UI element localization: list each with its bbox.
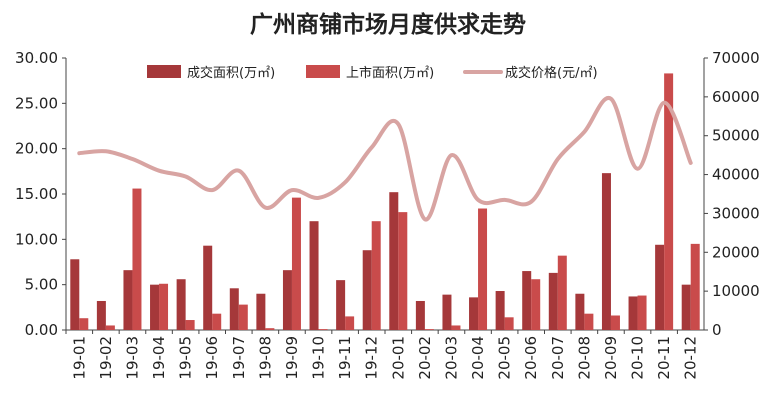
bar-listed-area xyxy=(345,316,354,330)
bar-listed-area xyxy=(451,325,460,330)
bar-transaction-area xyxy=(283,270,292,330)
bar-listed-area xyxy=(584,314,593,330)
price-line-path xyxy=(79,98,690,220)
legend: 成交面积(万㎡) 上市面积(万㎡) 成交价格(元/㎡) xyxy=(147,65,598,81)
x-tick-label: 19-01 xyxy=(70,336,88,380)
bar-listed-area xyxy=(106,325,115,330)
x-tick-label: 19-10 xyxy=(310,336,328,380)
x-tick-label: 19-12 xyxy=(363,336,381,380)
y-right-tick-label: 0 xyxy=(712,321,722,339)
y-right-tick-label: 10000 xyxy=(712,282,760,300)
bar-transaction-area xyxy=(203,246,212,330)
bar-transaction-area xyxy=(655,245,664,330)
x-tick-label: 20-04 xyxy=(469,336,487,380)
x-tick-label: 20-07 xyxy=(549,336,567,380)
bar-listed-area xyxy=(638,296,647,330)
x-tick-label: 19-11 xyxy=(336,336,354,380)
bar-transaction-area xyxy=(363,250,372,330)
bar-listed-area xyxy=(531,279,540,330)
bar-listed-area xyxy=(319,329,328,330)
chart-title: 广州商铺市场月度供求走势 xyxy=(250,11,526,38)
bar-listed-area xyxy=(558,256,567,330)
bar-transaction-area xyxy=(150,285,159,330)
bar-listed-area xyxy=(132,189,141,330)
legend-label: 成交面积(万㎡) xyxy=(187,65,275,81)
bar-transaction-area xyxy=(442,295,451,330)
y-left-tick-label: 5.00 xyxy=(25,276,58,294)
x-tick-label: 19-09 xyxy=(283,336,301,380)
bar-transaction-area xyxy=(177,279,186,330)
bar-transaction-area xyxy=(522,271,531,330)
x-tick-label: 20-10 xyxy=(629,336,647,380)
y-right-tick-label: 70000 xyxy=(712,49,760,67)
bar-listed-area xyxy=(505,317,514,330)
x-tick-label: 20-11 xyxy=(655,336,673,380)
bar-listed-area xyxy=(212,314,221,330)
x-tick-label: 19-08 xyxy=(256,336,274,380)
bar-transaction-area xyxy=(629,296,638,330)
x-tick-label: 20-05 xyxy=(496,336,514,380)
bar-transaction-area xyxy=(70,259,79,330)
bar-listed-area xyxy=(478,209,487,330)
y-left-tick-label: 20.00 xyxy=(15,140,58,158)
bar-transaction-area xyxy=(416,301,425,330)
x-tick-label: 19-06 xyxy=(203,336,221,380)
x-tick-label: 19-02 xyxy=(97,336,115,380)
y-right-tick-label: 60000 xyxy=(712,88,760,106)
x-tick-label: 20-12 xyxy=(682,336,700,380)
y-left-tick-label: 15.00 xyxy=(15,185,58,203)
x-tick-label: 20-01 xyxy=(389,336,407,380)
y-left-tick-label: 30.00 xyxy=(15,49,58,67)
bar-listed-area xyxy=(372,221,381,330)
x-tick-label: 20-08 xyxy=(575,336,593,380)
bar-transaction-area xyxy=(310,221,319,330)
bar-transaction-area xyxy=(496,291,505,330)
bar-transaction-area xyxy=(336,280,345,330)
bar-listed-area xyxy=(159,284,168,330)
legend-label: 上市面积(万㎡) xyxy=(346,65,434,81)
x-tick-label: 20-03 xyxy=(442,336,460,380)
legend-swatch xyxy=(147,65,181,78)
bar-transaction-area xyxy=(682,285,691,330)
bar-listed-area xyxy=(292,198,301,330)
y-left-tick-label: 10.00 xyxy=(15,230,58,248)
bar-transaction-area xyxy=(549,273,558,330)
bar-transaction-area xyxy=(389,192,398,330)
bar-transaction-area xyxy=(230,288,239,330)
y-right-tick-label: 20000 xyxy=(712,243,760,261)
bar-listed-area xyxy=(611,315,620,330)
bar-listed-area xyxy=(186,320,195,330)
x-tick-label: 20-02 xyxy=(416,336,434,380)
y-right-tick-label: 40000 xyxy=(712,166,760,184)
y-left-tick-label: 25.00 xyxy=(15,94,58,112)
axes: 0.00 5.00 10.00 15.00 20.00 25.00 30.00 0 10000 2… xyxy=(15,49,760,380)
bar-listed-area xyxy=(265,328,274,330)
x-tick-label: 20-06 xyxy=(522,336,540,380)
y-right-tick-label: 30000 xyxy=(712,204,760,222)
x-tick-label: 19-07 xyxy=(230,336,248,380)
bar-listed-area xyxy=(79,318,88,330)
x-tick-label: 19-03 xyxy=(123,336,141,380)
bar-transaction-area xyxy=(575,294,584,330)
bar-listed-area xyxy=(425,329,434,330)
legend-swatch xyxy=(306,65,340,78)
x-tick-label: 20-09 xyxy=(602,336,620,380)
y-left-tick-label: 0.00 xyxy=(25,321,58,339)
bar-listed-area xyxy=(398,212,407,330)
y-right-tick-label: 50000 xyxy=(712,127,760,145)
legend-label: 成交价格(元/㎡) xyxy=(505,65,598,81)
bar-transaction-area xyxy=(256,294,265,330)
bar-transaction-area xyxy=(602,173,611,330)
bar-listed-area xyxy=(691,244,700,330)
bar-transaction-area xyxy=(123,270,132,330)
bar-transaction-area xyxy=(97,301,106,330)
x-tick-label: 19-05 xyxy=(177,336,195,380)
bar-transaction-area xyxy=(469,297,478,330)
bar-listed-area xyxy=(239,305,248,330)
bars xyxy=(70,73,699,330)
price-line xyxy=(79,98,690,220)
x-tick-label: 19-04 xyxy=(150,336,168,380)
